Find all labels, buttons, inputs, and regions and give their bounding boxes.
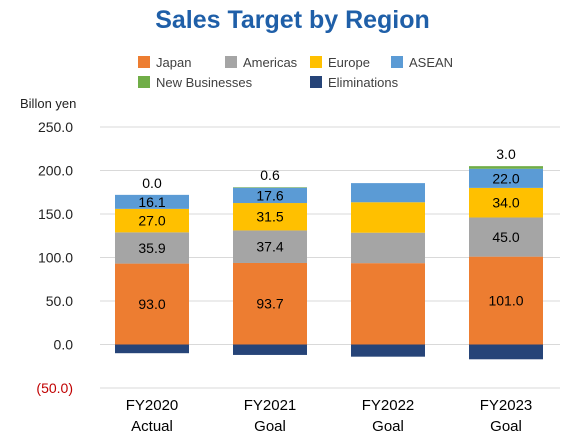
data-label: 101.0: [488, 293, 523, 309]
bar-eliminations: [469, 344, 543, 360]
data-label: 0.6: [260, 167, 280, 183]
legend-item: New Businesses: [138, 75, 252, 90]
legend-swatch: [138, 76, 150, 88]
bar-new-businesses: [469, 166, 543, 169]
bar-eliminations: [233, 344, 307, 355]
bar-europe: [469, 187, 543, 218]
legend-swatch: [391, 56, 403, 68]
x-tick-label: FY2020: [126, 397, 179, 414]
legend-item: Japan: [138, 55, 191, 70]
legend-label: Europe: [328, 55, 370, 70]
legend-swatch: [310, 76, 322, 88]
y-tick-label: 0.0: [54, 337, 74, 353]
bar-new-businesses: [233, 187, 307, 188]
data-label: 17.6: [256, 187, 283, 203]
legend-item: Americas: [225, 55, 297, 70]
legend-swatch: [138, 56, 150, 68]
data-label: 0.0: [142, 175, 162, 191]
chart-title: Sales Target by Region: [155, 6, 430, 34]
data-label: 16.1: [138, 194, 165, 210]
bar-japan: [351, 263, 425, 345]
bar-americas: [115, 232, 189, 264]
data-label: 93.7: [256, 296, 283, 312]
y-tick-label: 150.0: [38, 206, 73, 222]
legend-swatch: [310, 56, 322, 68]
data-label: 31.5: [256, 209, 283, 225]
bar-europe: [351, 202, 425, 233]
data-label: 35.9: [138, 240, 165, 256]
x-tick-label: FY2021: [244, 397, 297, 414]
data-label: 93.0: [138, 296, 165, 312]
bar-asean: [351, 183, 425, 203]
data-label: 34.0: [492, 195, 519, 211]
data-label: 37.4: [256, 239, 283, 255]
data-label: 27.0: [138, 213, 165, 229]
bar-eliminations: [115, 344, 189, 354]
legend-swatch: [225, 56, 237, 68]
legend-label: New Businesses: [156, 75, 253, 90]
bar-japan: [115, 263, 189, 345]
y-tick-label: 50.0: [46, 293, 73, 309]
legend-label: Japan: [156, 55, 192, 70]
x-tick-label: Goal: [254, 418, 286, 435]
y-tick-label: 100.0: [38, 250, 73, 266]
bar-europe: [115, 208, 189, 233]
x-tick-label: Actual: [131, 418, 173, 435]
data-label: 3.0: [496, 146, 516, 162]
chart-legend: Japan Americas Europe ASEAN New Businesses El…: [0, 0, 585, 100]
bar-americas: [351, 232, 425, 264]
bar-japan: [233, 262, 307, 345]
legend-item: ASEAN: [391, 55, 453, 70]
bar-japan: [469, 256, 543, 345]
y-tick-label: (50.0): [36, 380, 73, 396]
bar-americas: [469, 217, 543, 257]
bar-asean: [233, 187, 307, 204]
x-tick-label: FY2022: [362, 397, 415, 414]
bar-europe: [233, 203, 307, 231]
data-label: 22.0: [492, 170, 519, 186]
x-tick-label: Goal: [372, 418, 404, 435]
legend-label: Eliminations: [328, 75, 399, 90]
y-tick-label: 200.0: [38, 163, 73, 179]
legend-item: Europe: [310, 55, 370, 70]
x-tick-label: Goal: [490, 418, 522, 435]
bar-asean: [469, 168, 543, 188]
legend-label: Americas: [243, 55, 298, 70]
x-tick-label: FY2023: [480, 397, 533, 414]
bar-asean: [115, 194, 189, 209]
bar-americas: [233, 230, 307, 263]
legend-item: Eliminations: [310, 75, 398, 90]
y-tick-label: 250.0: [38, 119, 73, 135]
bar-eliminations: [351, 344, 425, 357]
legend-label: ASEAN: [409, 55, 454, 70]
data-label: 45.0: [492, 229, 519, 245]
y-axis-label: Billon yen: [20, 96, 77, 111]
